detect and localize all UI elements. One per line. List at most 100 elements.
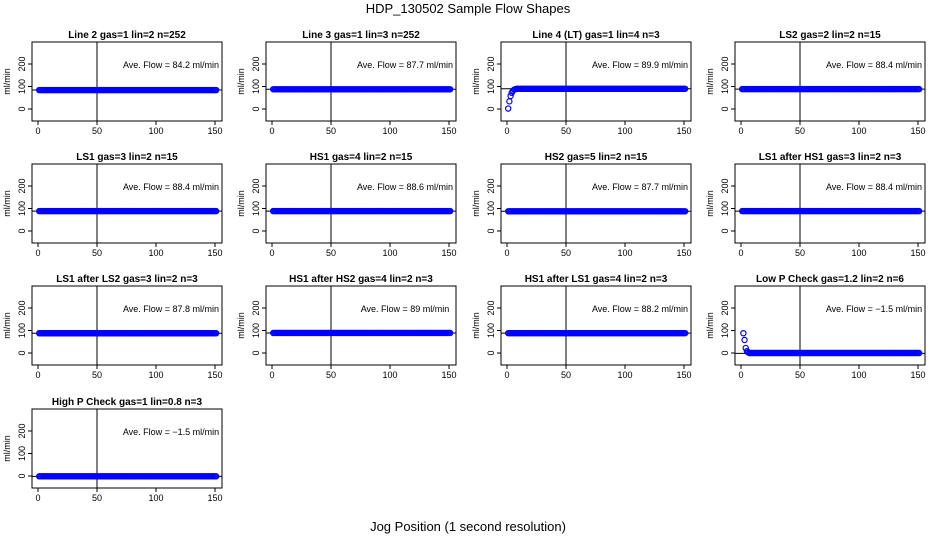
x-tick-label: 150 [910, 126, 925, 136]
y-tick-label: 0 [17, 473, 27, 478]
flow-panel: Line 3 gas=1 lin=3 n=252 0 50 100 150 0 100 200… [236, 30, 457, 136]
y-tick-label: 0 [720, 350, 730, 355]
average-flow-annotation: Ave. Flow = −1.5 ml/min [826, 304, 922, 314]
data-series [269, 86, 454, 93]
x-tick-label: 0 [504, 370, 509, 380]
data-point [212, 330, 220, 337]
data-point [446, 207, 454, 215]
flow-panel: Low P Check gas=1.2 lin=2 n=6 0 50 100 150 0 1… [705, 274, 926, 380]
x-tick-label: 150 [441, 126, 456, 136]
flow-panel: LS1 after LS2 gas=3 lin=2 n=3 0 50 100 150 0 1… [2, 274, 223, 380]
x-tick-label: 50 [795, 370, 805, 380]
flow-panel: Line 2 gas=1 lin=2 n=252 0 50 100 150 0 100 200… [2, 30, 223, 136]
flow-panel: HS1 after LS1 gas=4 lin=2 n=3 0 50 100 150 0 1… [471, 274, 692, 380]
data-series [35, 207, 220, 215]
data-series [35, 330, 220, 337]
data-point [740, 330, 747, 337]
y-tick-label: 0 [486, 106, 496, 111]
y-tick-label: 200 [486, 300, 496, 315]
x-tick-label: 50 [561, 248, 571, 258]
y-tick-label: 100 [17, 201, 27, 216]
y-tick-label: 100 [17, 323, 27, 338]
data-point [507, 92, 514, 100]
data-series [269, 207, 454, 215]
y-axis-label: ml/min [705, 312, 715, 339]
x-tick-label: 50 [326, 126, 336, 136]
panel-title: High P Check gas=1 lin=0.8 n=3 [52, 397, 203, 408]
y-axis-label: ml/min [2, 312, 12, 339]
y-tick-label: 200 [486, 56, 496, 71]
x-tick-label: 0 [35, 248, 40, 258]
data-series [35, 473, 220, 480]
data-series [35, 86, 220, 94]
x-tick-label: 100 [617, 248, 632, 258]
y-axis-label: ml/min [705, 190, 715, 217]
x-tick-label: 150 [207, 370, 222, 380]
data-point [744, 349, 752, 356]
plot-box [500, 163, 692, 244]
y-tick-label: 100 [720, 323, 730, 338]
panel-title: LS1 after HS1 gas=3 lin=2 n=3 [759, 152, 902, 163]
x-tick-label: 0 [35, 493, 40, 503]
flow-panel: HS1 gas=4 lin=2 n=15 0 50 100 150 0 100 200 ml/m… [236, 152, 457, 258]
y-tick-label: 0 [17, 106, 27, 111]
average-flow-annotation: Ave. Flow = −1.5 ml/min [123, 427, 219, 437]
average-flow-annotation: Ave. Flow = 88.4 ml/min [826, 182, 922, 192]
x-tick-label: 50 [326, 248, 336, 258]
panel-title: LS1 after LS2 gas=3 lin=2 n=3 [56, 274, 198, 285]
data-point [915, 85, 923, 93]
average-flow-annotation: Ave. Flow = 88.2 ml/min [592, 304, 688, 314]
x-tick-label: 150 [676, 126, 691, 136]
y-tick-label: 0 [251, 106, 261, 111]
x-tick-label: 100 [148, 126, 163, 136]
x-tick-label: 50 [92, 126, 102, 136]
x-tick-label: 0 [35, 126, 40, 136]
data-point [446, 329, 454, 337]
flow-panel: LS2 gas=2 lin=2 n=15 0 50 100 150 0 100 200 ml/m… [705, 30, 926, 136]
data-series [738, 85, 923, 93]
x-tick-label: 0 [35, 370, 40, 380]
x-tick-label: 150 [441, 370, 456, 380]
x-tick-label: 100 [382, 370, 397, 380]
x-tick-label: 50 [92, 370, 102, 380]
panel-title: Low P Check gas=1.2 lin=2 n=6 [756, 274, 904, 285]
y-axis-label: ml/min [471, 190, 481, 217]
data-series [269, 329, 454, 337]
x-tick-label: 150 [441, 248, 456, 258]
data-point [212, 473, 220, 480]
y-tick-label: 100 [486, 323, 496, 338]
flow-panel: LS1 after HS1 gas=3 lin=2 n=3 0 50 100 150 0 1… [705, 152, 926, 258]
y-tick-label: 100 [17, 79, 27, 94]
y-tick-label: 200 [251, 56, 261, 71]
y-axis-label: ml/min [2, 435, 12, 462]
data-point [446, 86, 454, 93]
y-tick-label: 0 [720, 228, 730, 233]
data-point [741, 336, 748, 344]
x-tick-label: 50 [92, 248, 102, 258]
y-tick-label: 100 [720, 79, 730, 94]
panel-title: HS2 gas=5 lin=2 n=15 [545, 152, 648, 163]
y-axis-label: ml/min [236, 68, 246, 95]
data-point [681, 329, 689, 337]
flow-panel: HS2 gas=5 lin=2 n=15 0 50 100 150 0 100 200 ml/m… [471, 152, 692, 258]
y-tick-label: 100 [486, 79, 496, 94]
y-tick-label: 200 [17, 300, 27, 315]
plot-box [265, 41, 457, 122]
x-tick-label: 150 [207, 493, 222, 503]
average-flow-annotation: Ave. Flow = 88.6 ml/min [357, 182, 453, 192]
y-tick-label: 100 [251, 79, 261, 94]
y-tick-label: 0 [251, 228, 261, 233]
average-flow-annotation: Ave. Flow = 89 ml/min [361, 304, 450, 314]
average-flow-annotation: Ave. Flow = 84.2 ml/min [123, 60, 219, 70]
panel-title: HS1 after HS2 gas=4 lin=2 n=3 [289, 274, 433, 285]
x-tick-label: 0 [504, 248, 509, 258]
data-point [915, 207, 923, 215]
data-series [504, 329, 689, 337]
average-flow-annotation: Ave. Flow = 88.4 ml/min [826, 60, 922, 70]
y-tick-label: 100 [17, 446, 27, 461]
x-tick-label: 150 [676, 248, 691, 258]
data-point [681, 208, 689, 215]
x-axis-caption: Jog Position (1 second resolution) [370, 519, 566, 534]
y-tick-label: 200 [17, 178, 27, 193]
